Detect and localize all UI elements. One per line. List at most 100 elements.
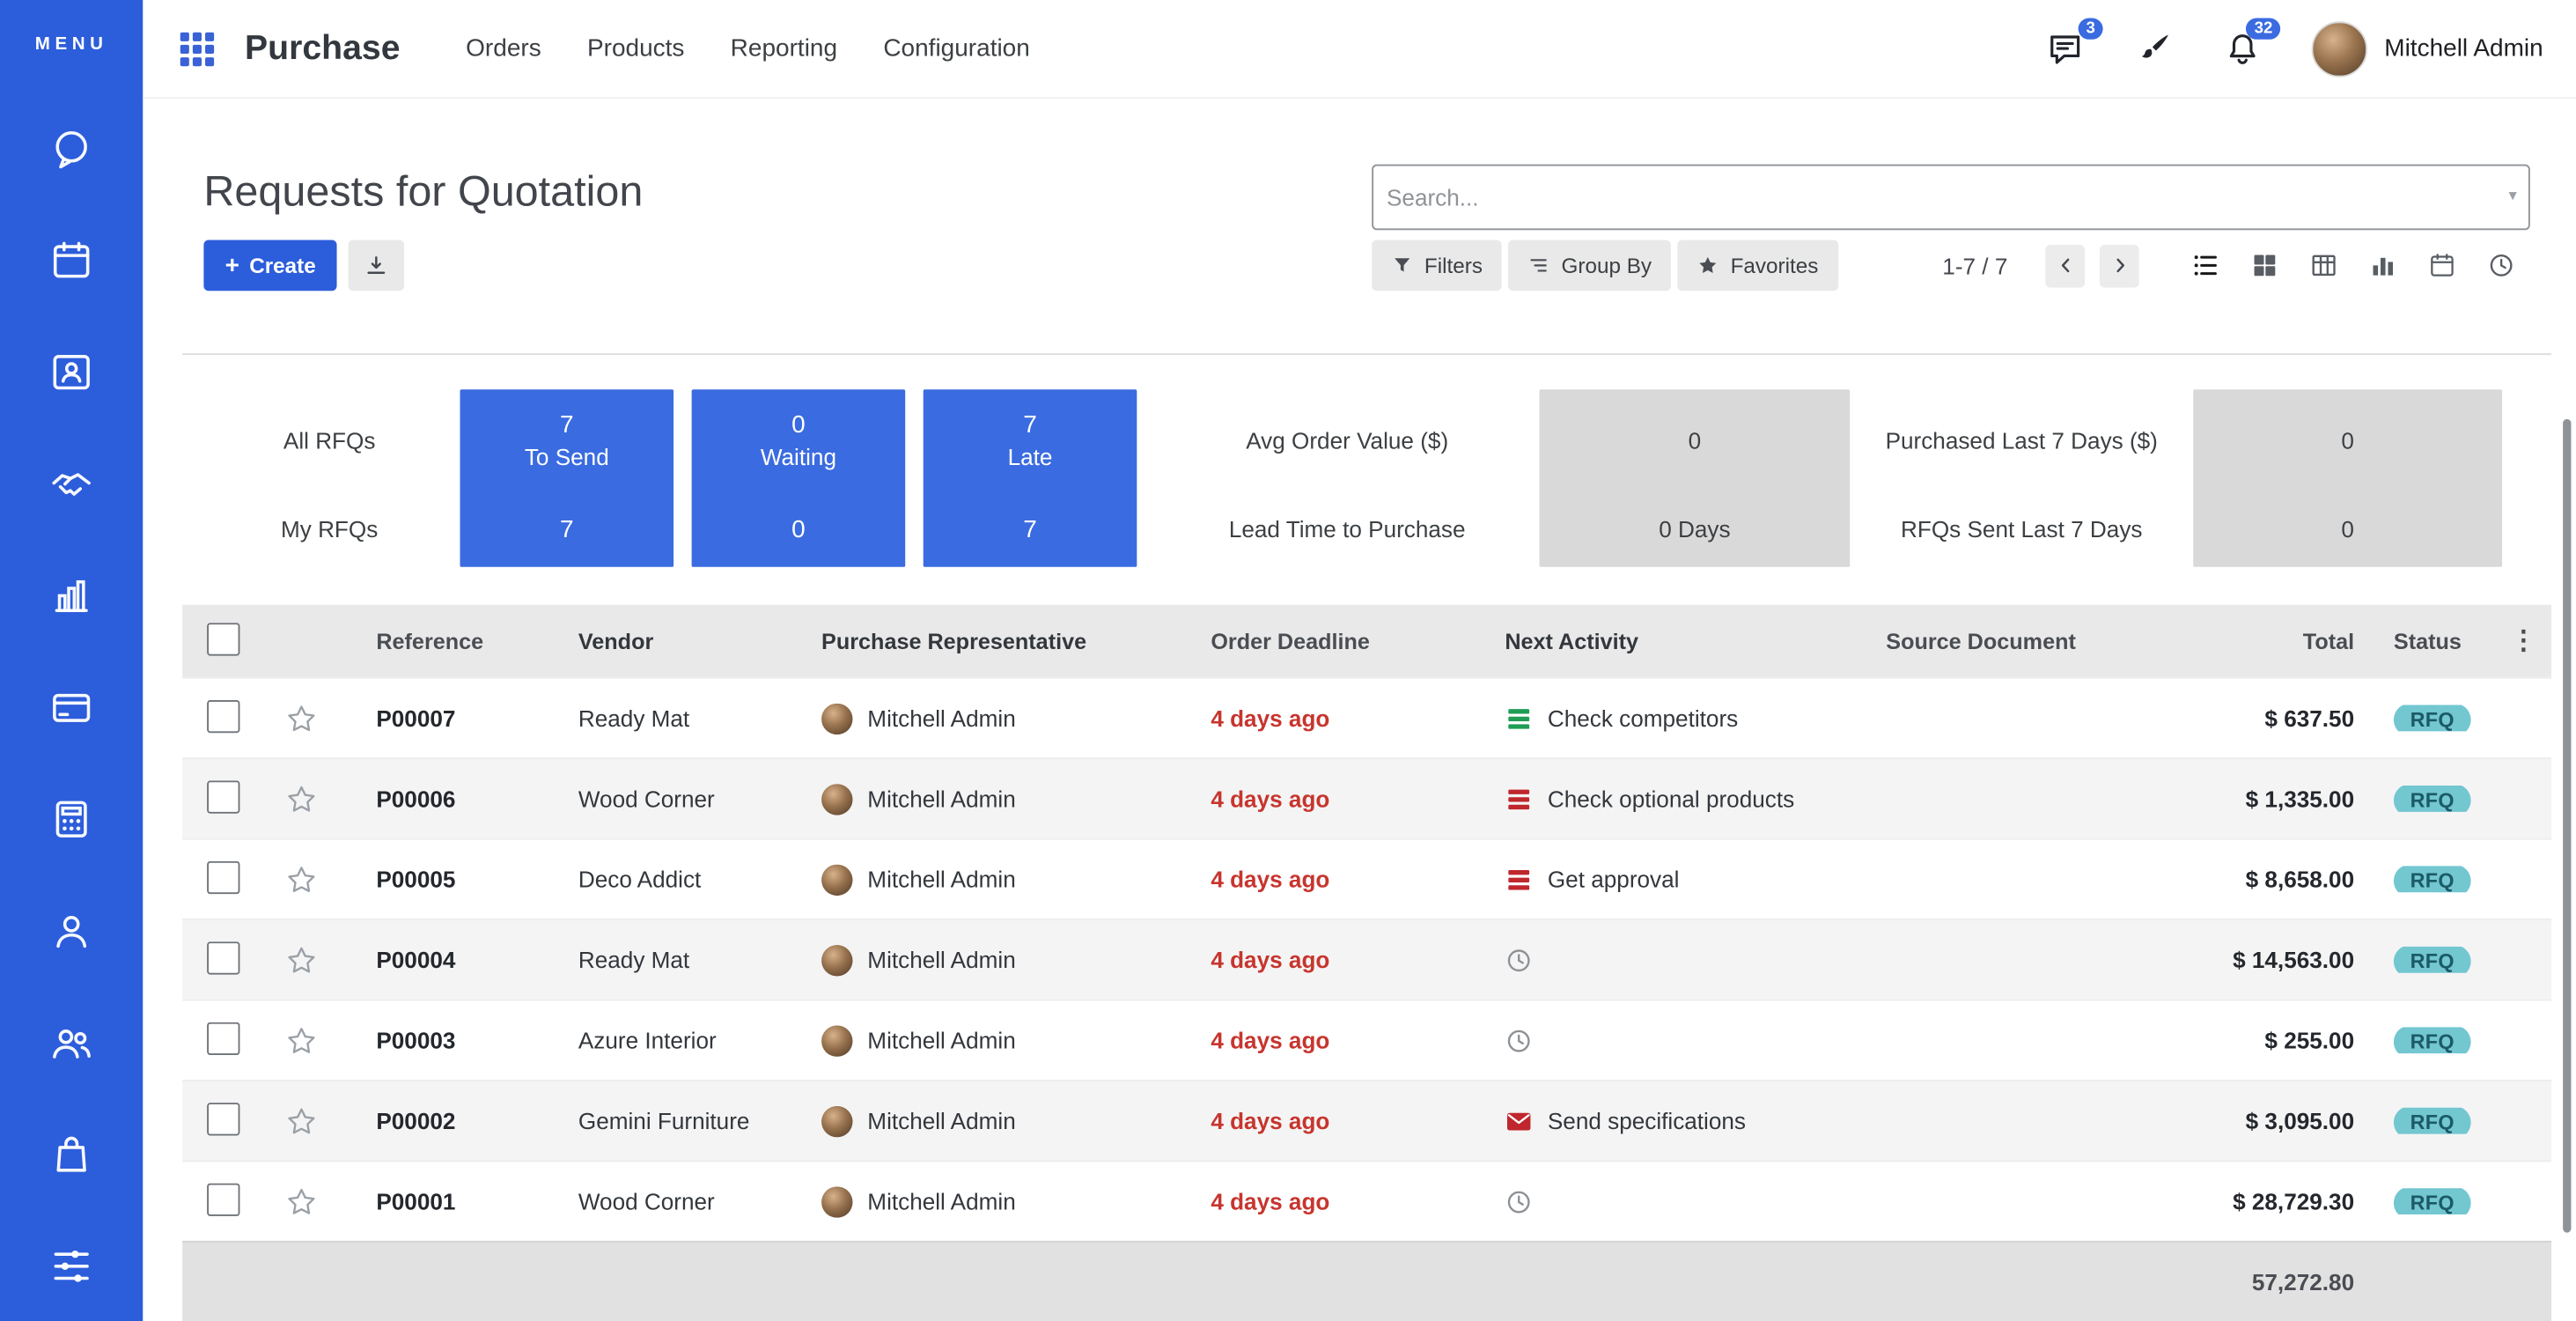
menu-toggle[interactable]: MENU bbox=[34, 33, 108, 54]
credit-card-icon bbox=[49, 684, 93, 728]
next-activity-cell[interactable] bbox=[1505, 1187, 1886, 1215]
waiting-my-value: 0 bbox=[791, 515, 806, 543]
create-button[interactable]: + Create bbox=[203, 240, 337, 292]
status-badge: RFQ bbox=[2393, 705, 2471, 732]
waiting-all-value: 0 bbox=[791, 410, 806, 439]
tile-to-send-all[interactable]: 7 To Send bbox=[460, 389, 674, 491]
apps-menu-button[interactable] bbox=[176, 27, 219, 70]
menu-configuration[interactable]: Configuration bbox=[883, 34, 1030, 63]
favorite-star-icon[interactable] bbox=[254, 944, 347, 975]
sidebar-item-accounting[interactable] bbox=[0, 763, 143, 875]
header-reference[interactable]: Reference bbox=[376, 628, 484, 653]
filters-button[interactable]: Filters bbox=[1372, 240, 1503, 292]
sidebar-item-contacts[interactable] bbox=[0, 315, 143, 427]
row-checkbox[interactable] bbox=[207, 1021, 240, 1055]
status-badge: RFQ bbox=[2393, 1107, 2471, 1134]
next-activity-cell[interactable]: Send specifications bbox=[1505, 1107, 1886, 1135]
list-red-icon bbox=[1505, 785, 1533, 813]
view-graph-button[interactable] bbox=[2352, 240, 2411, 291]
row-checkbox[interactable] bbox=[207, 779, 240, 813]
sidebar-item-sales[interactable] bbox=[0, 539, 143, 651]
view-pivot-button[interactable] bbox=[2293, 240, 2352, 291]
next-activity-cell[interactable]: Get approval bbox=[1505, 866, 1886, 894]
reference-cell: P00002 bbox=[376, 1107, 456, 1134]
header-status[interactable]: Status bbox=[2393, 628, 2462, 653]
clock-icon bbox=[1505, 946, 1533, 974]
funnel-icon bbox=[1392, 255, 1413, 276]
search-input[interactable] bbox=[1373, 166, 2528, 229]
favorite-star-icon[interactable] bbox=[254, 783, 347, 814]
table-row[interactable]: P00001 Wood Corner Mitchell Admin 4 days… bbox=[182, 1160, 2552, 1241]
sidebar-item-calendar[interactable] bbox=[0, 203, 143, 315]
sidebar-item-employees[interactable] bbox=[0, 875, 143, 986]
menu-reporting[interactable]: Reporting bbox=[730, 34, 838, 63]
favorite-star-icon[interactable] bbox=[254, 864, 347, 895]
theme-brush-button[interactable] bbox=[2135, 29, 2175, 69]
header-purchase-representative[interactable]: Purchase Representative bbox=[821, 628, 1087, 653]
favorites-button[interactable]: Favorites bbox=[1677, 240, 1838, 292]
view-list-button[interactable] bbox=[2175, 240, 2234, 291]
sidebar-item-billing[interactable] bbox=[0, 651, 143, 763]
favorite-star-icon[interactable] bbox=[254, 703, 347, 734]
search-dropdown-caret-icon[interactable]: ▾ bbox=[2508, 187, 2517, 206]
tile-late-all[interactable]: 7 Late bbox=[924, 389, 1137, 491]
row-checkbox[interactable] bbox=[207, 860, 240, 894]
row-checkbox[interactable] bbox=[207, 941, 240, 974]
row-checkbox[interactable] bbox=[207, 1102, 240, 1135]
users-icon bbox=[49, 1020, 93, 1064]
table-row[interactable]: P00006 Wood Corner Mitchell Admin 4 days… bbox=[182, 757, 2552, 838]
tile-waiting: 0 Waiting 0 bbox=[691, 389, 906, 567]
vertical-scrollbar[interactable] bbox=[2563, 418, 2572, 1233]
view-calendar-button[interactable] bbox=[2411, 240, 2470, 291]
favorite-star-icon[interactable] bbox=[254, 1025, 347, 1056]
table-row[interactable]: P00007 Ready Mat Mitchell Admin 4 days a… bbox=[182, 676, 2552, 758]
group-by-button[interactable]: Group By bbox=[1508, 240, 1672, 292]
user-name[interactable]: Mitchell Admin bbox=[2384, 34, 2543, 63]
sidebar-item-purchase[interactable] bbox=[0, 1098, 143, 1210]
clock-icon bbox=[1505, 1026, 1533, 1054]
navbar-right: 3 32 Mitchell Admin bbox=[1997, 17, 2543, 77]
app-title[interactable]: Purchase bbox=[245, 28, 401, 67]
column-options-icon[interactable]: ⋮ bbox=[2510, 627, 2537, 656]
table-row[interactable]: P00004 Ready Mat Mitchell Admin 4 days a… bbox=[182, 919, 2552, 1000]
favorite-star-icon[interactable] bbox=[254, 1185, 347, 1216]
control-panel: Requests for Quotation + Create ▾ bbox=[143, 99, 2576, 292]
tile-to-send-my[interactable]: 7 bbox=[460, 491, 674, 567]
pager-next-button[interactable] bbox=[2099, 244, 2139, 287]
view-kanban-button[interactable] bbox=[2234, 240, 2293, 291]
sidebar-item-members[interactable] bbox=[0, 986, 143, 1098]
next-activity-cell[interactable]: Check optional products bbox=[1505, 785, 1886, 813]
next-activity-cell[interactable]: Check competitors bbox=[1505, 705, 1886, 733]
table-row[interactable]: P00005 Deco Addict Mitchell Admin 4 days… bbox=[182, 838, 2552, 919]
sidebar-item-discuss[interactable] bbox=[0, 92, 143, 204]
row-checkbox[interactable] bbox=[207, 1182, 240, 1215]
next-activity-cell[interactable] bbox=[1505, 1026, 1886, 1054]
activities-button[interactable]: 32 bbox=[2223, 17, 2281, 69]
next-activity-cell[interactable] bbox=[1505, 946, 1886, 974]
export-button[interactable] bbox=[349, 240, 405, 292]
header-next-activity[interactable]: Next Activity bbox=[1505, 628, 1639, 653]
view-activity-button[interactable] bbox=[2471, 240, 2530, 291]
user-avatar[interactable] bbox=[2312, 20, 2368, 77]
lead-time-value: 0 Days bbox=[1659, 515, 1731, 542]
select-all-checkbox[interactable] bbox=[207, 622, 240, 655]
messages-button[interactable]: 3 bbox=[2046, 17, 2104, 69]
table-row[interactable]: P00003 Azure Interior Mitchell Admin 4 d… bbox=[182, 999, 2552, 1081]
tile-waiting-all[interactable]: 0 Waiting bbox=[692, 389, 906, 491]
menu-orders[interactable]: Orders bbox=[466, 34, 541, 63]
header-source-document[interactable]: Source Document bbox=[1886, 628, 2076, 653]
sidebar-item-settings[interactable] bbox=[0, 1209, 143, 1321]
tile-late-my[interactable]: 7 bbox=[924, 491, 1137, 567]
menu-products[interactable]: Products bbox=[586, 34, 685, 63]
reference-cell: P00005 bbox=[376, 866, 456, 893]
pager-previous-button[interactable] bbox=[2045, 244, 2086, 287]
header-vendor[interactable]: Vendor bbox=[578, 628, 654, 653]
chevron-right-icon bbox=[2109, 255, 2130, 276]
header-total[interactable]: Total bbox=[2302, 628, 2355, 653]
tile-waiting-my[interactable]: 0 bbox=[692, 491, 906, 567]
sidebar-item-crm[interactable] bbox=[0, 427, 143, 539]
header-order-deadline[interactable]: Order Deadline bbox=[1211, 628, 1370, 653]
table-row[interactable]: P00002 Gemini Furniture Mitchell Admin 4… bbox=[182, 1080, 2552, 1161]
row-checkbox[interactable] bbox=[207, 699, 240, 733]
favorite-star-icon[interactable] bbox=[254, 1105, 347, 1136]
